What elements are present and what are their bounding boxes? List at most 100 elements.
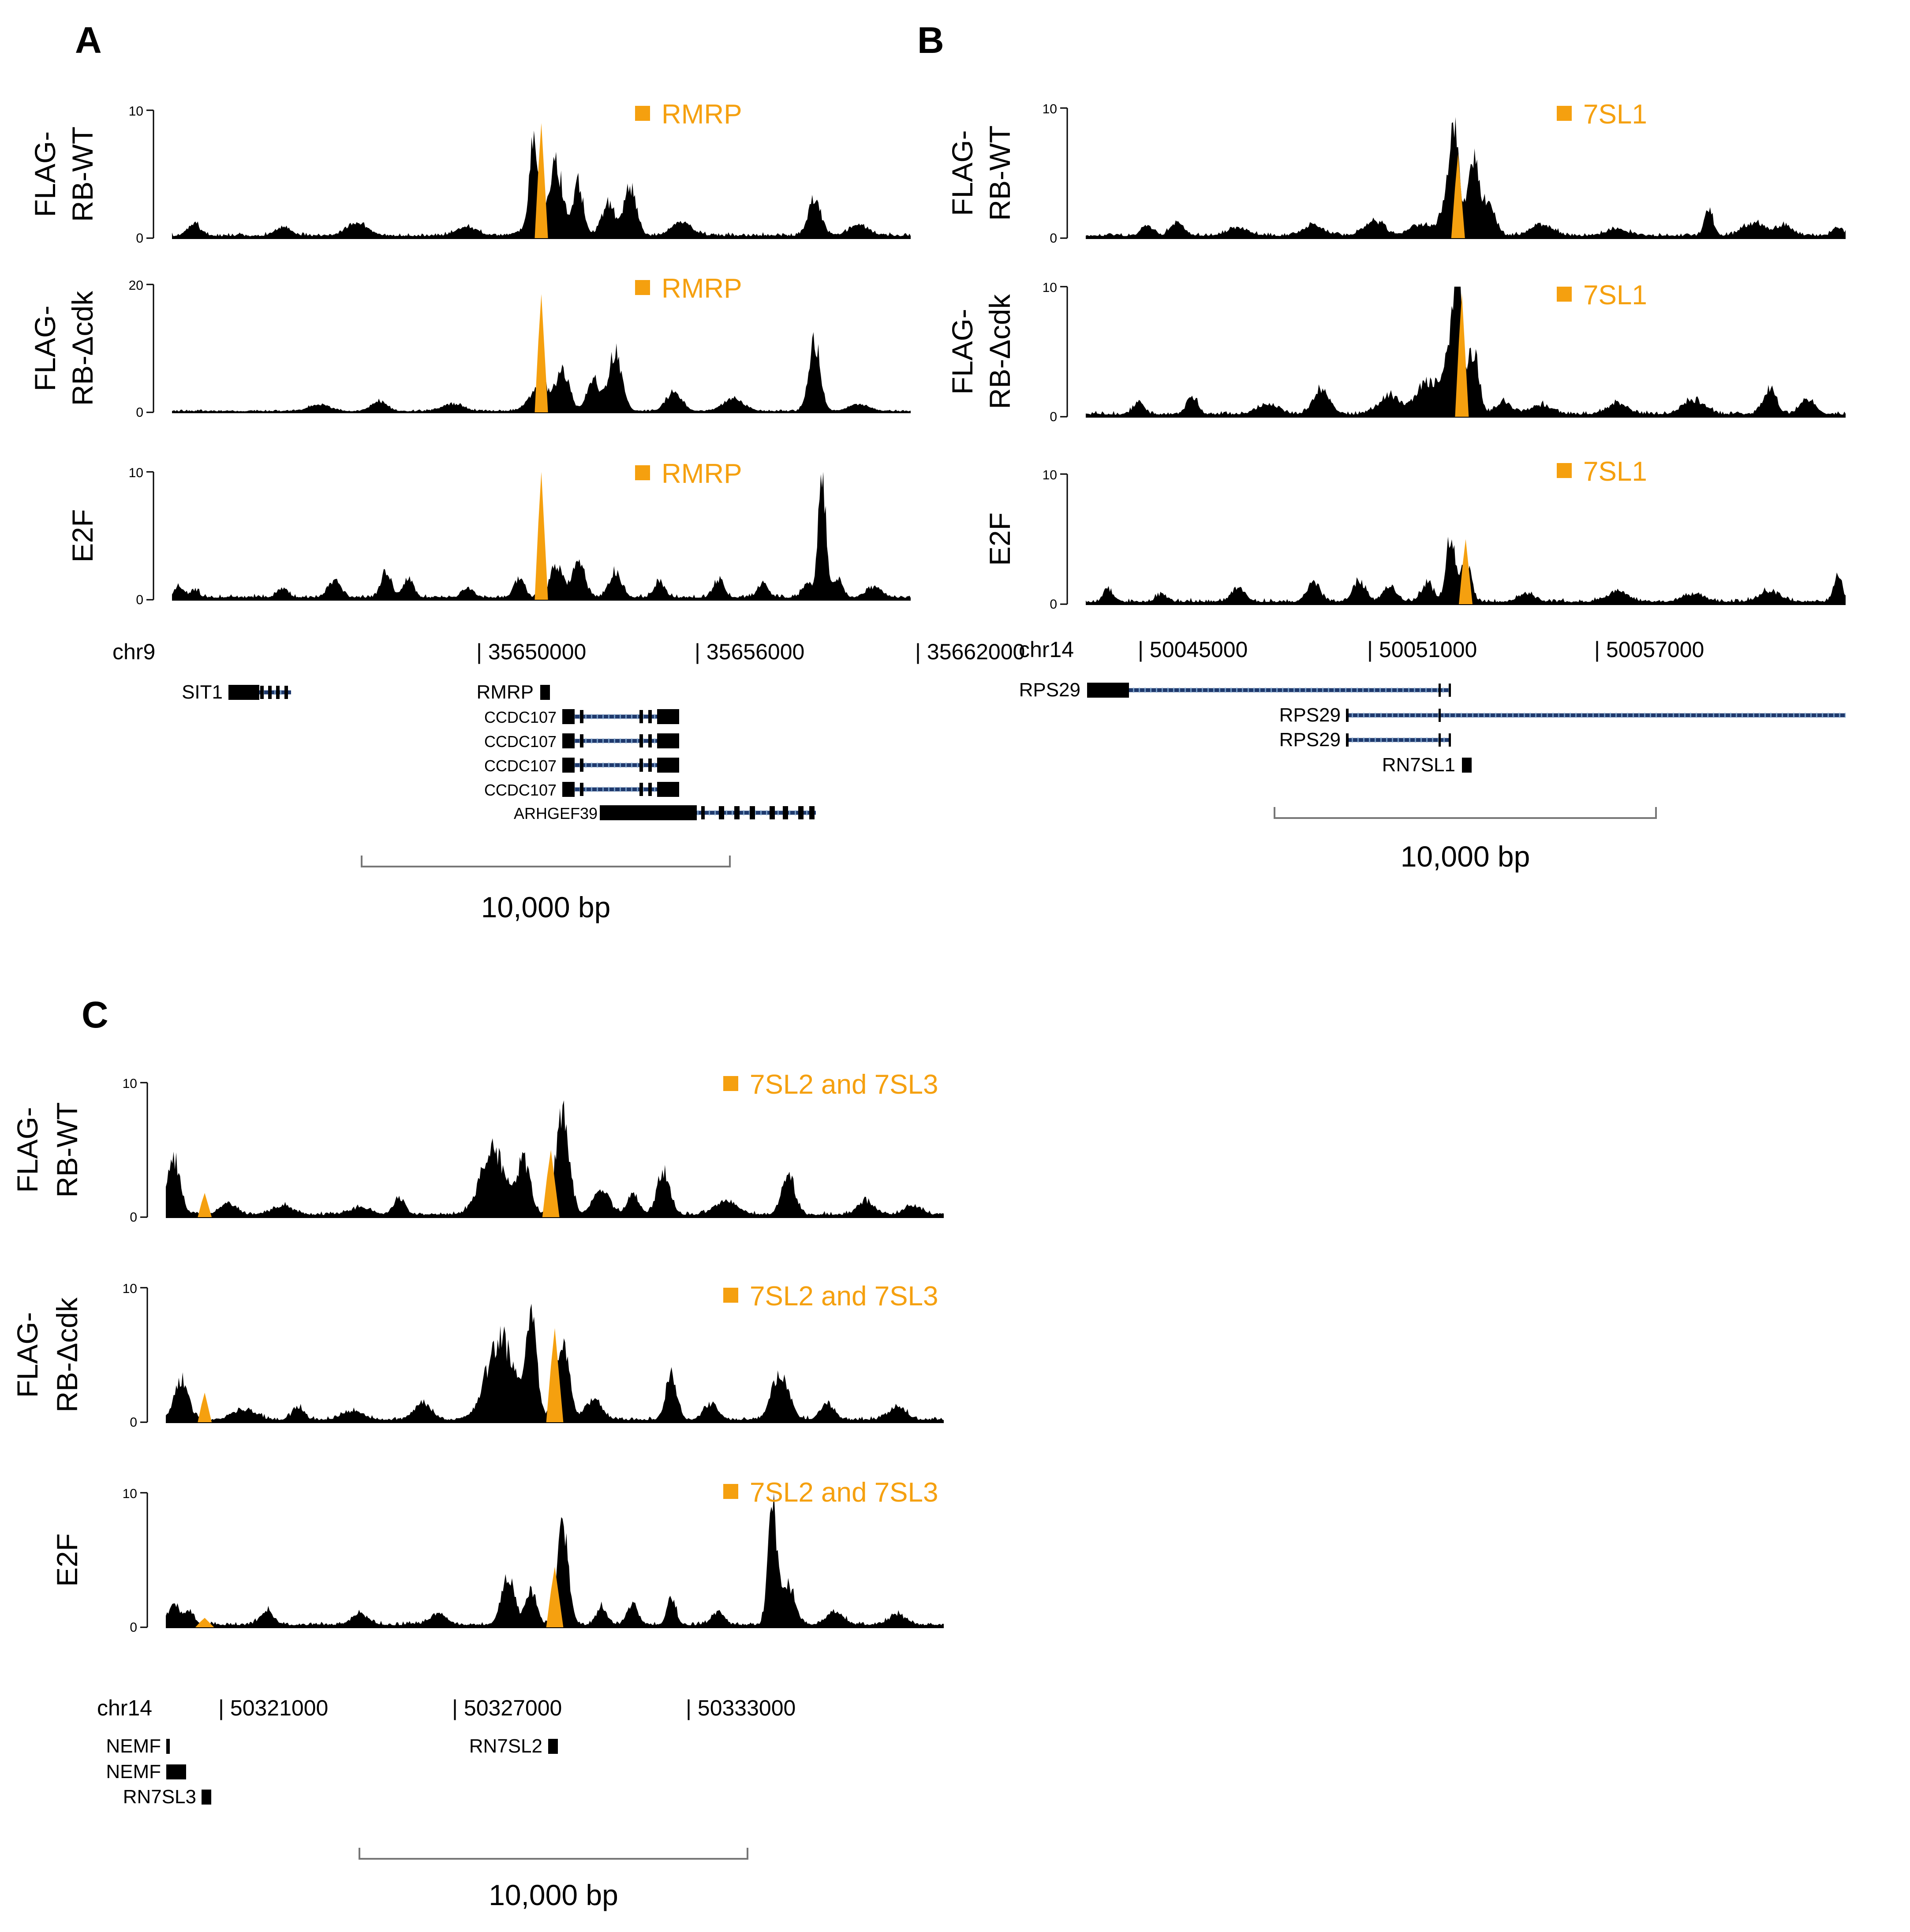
legend-swatch xyxy=(1557,463,1572,478)
exon xyxy=(639,710,643,723)
gene-label: RPS29 xyxy=(1279,704,1341,726)
y-max-label: 10 xyxy=(123,1487,137,1501)
gene-arhgef39: ARHGEF39 xyxy=(514,804,816,822)
exon xyxy=(770,806,775,819)
highlight-peak-1 xyxy=(1451,153,1465,238)
coordinate-label: | 35650000 xyxy=(476,639,586,664)
track-label-line2: RB-WT xyxy=(51,1102,83,1197)
y-min-label: 0 xyxy=(130,1415,137,1430)
gene-rps29: RPS29 xyxy=(1019,679,1451,701)
highlight-peak-2 xyxy=(198,1392,212,1422)
gene-label: NEMF xyxy=(106,1735,161,1757)
exon xyxy=(580,734,583,747)
exon xyxy=(228,685,259,700)
chromosome-label: chr14 xyxy=(97,1696,152,1720)
exon xyxy=(809,806,815,819)
gene-label: ARHGEF39 xyxy=(514,804,598,822)
gene-rmrp: RMRP xyxy=(476,681,550,703)
exon xyxy=(580,710,583,723)
highlight-peak-2 xyxy=(195,1618,214,1627)
gene-sit1: SIT1 xyxy=(182,681,291,703)
exon xyxy=(1346,733,1349,747)
coordinate-label: | 35662000 xyxy=(915,639,1025,664)
y-min-label: 0 xyxy=(130,1620,137,1635)
track-label-line1: FLAG- xyxy=(29,131,61,217)
y-max-label: 10 xyxy=(1043,280,1057,295)
legend-label: RMRP xyxy=(662,99,742,130)
y-max-label: 20 xyxy=(129,278,143,293)
exon xyxy=(1439,709,1441,722)
gene-label: RN7SL1 xyxy=(1382,754,1455,776)
track-label-line1: FLAG- xyxy=(11,1107,44,1192)
track-a-2: 20 0 FLAG- RB-Δcdk RMRP xyxy=(29,273,911,420)
exon xyxy=(548,1739,558,1754)
coordinate-label: | 50333000 xyxy=(686,1696,796,1720)
track-b-2: 10 0 FLAG- RB-Δcdk 7SL1 xyxy=(946,280,1846,424)
y-max-label: 10 xyxy=(1043,102,1057,116)
scale-bar: 10,000 bp xyxy=(1274,807,1657,873)
highlight-peak-1 xyxy=(535,123,548,238)
gene-nemf: NEMF xyxy=(106,1735,170,1757)
gene-rn7sl3: RN7SL3 xyxy=(123,1786,211,1808)
track-a-3: 10 0 E2F RMRP xyxy=(66,459,911,607)
y-min-label: 0 xyxy=(130,1210,137,1225)
exon xyxy=(284,686,288,699)
exon xyxy=(276,686,280,699)
highlight-peak-1 xyxy=(535,294,548,412)
track-a-1: 10 0 FLAG- RB-WT RMRP xyxy=(29,99,911,246)
track-label-line1: E2F xyxy=(51,1533,83,1587)
scale-bar-label: 10,000 bp xyxy=(489,1879,618,1911)
exon xyxy=(750,806,755,819)
exon xyxy=(562,782,575,797)
y-max-label: 10 xyxy=(123,1076,137,1091)
exon xyxy=(540,685,550,700)
gene-rps29: RPS29 xyxy=(1279,704,1846,726)
panel-label-c: C xyxy=(82,994,108,1035)
exon xyxy=(1439,733,1441,747)
y-min-label: 0 xyxy=(1050,231,1057,246)
y-min-label: 0 xyxy=(136,231,143,246)
track-label-line2: RB-Δcdk xyxy=(983,294,1016,409)
highlight-peak-1 xyxy=(546,1566,564,1627)
legend-label: RMRP xyxy=(662,273,742,304)
track-b-1: 10 0 FLAG- RB-WT 7SL1 xyxy=(946,99,1846,246)
gene-label: CCDC107 xyxy=(484,757,557,775)
coordinate-label: | 50321000 xyxy=(218,1696,328,1720)
exon xyxy=(268,686,272,699)
coordinate-label: | 50051000 xyxy=(1367,637,1477,662)
legend-swatch xyxy=(1557,287,1572,302)
gene-ccdc107: CCDC107 xyxy=(484,757,679,775)
scale-bar-line xyxy=(359,1848,748,1860)
y-min-label: 0 xyxy=(136,405,143,420)
y-max-label: 10 xyxy=(129,104,143,119)
track-b-3: 10 0 E2F 7SL1 xyxy=(983,456,1846,612)
exon xyxy=(1439,684,1441,697)
scale-bar: 10,000 bp xyxy=(361,856,731,923)
highlight-peak-1 xyxy=(1455,293,1469,417)
track-c-3: 10 0 E2F 7SL2 and 7SL3 xyxy=(51,1477,944,1635)
legend-label: 7SL2 and 7SL3 xyxy=(750,1069,938,1100)
gene-label: RN7SL3 xyxy=(123,1786,196,1808)
legend-label: 7SL2 and 7SL3 xyxy=(750,1477,938,1508)
exon xyxy=(639,734,643,747)
track-label-line1: E2F xyxy=(66,509,99,562)
gene-rps29: RPS29 xyxy=(1279,729,1451,751)
coordinate-row: chr14 | 50045000 | 50051000 | 50057000 xyxy=(1019,637,1704,662)
exon xyxy=(648,759,652,772)
gene-label: RPS29 xyxy=(1279,729,1341,751)
exon xyxy=(783,806,788,819)
scale-bar: 10,000 bp xyxy=(359,1848,748,1911)
track-label-line2: RB-Δcdk xyxy=(51,1297,83,1412)
legend-swatch xyxy=(723,1076,738,1091)
gene-label: CCDC107 xyxy=(484,781,557,799)
exon xyxy=(648,710,652,723)
y-max-label: 10 xyxy=(123,1282,137,1296)
panel-label-b: B xyxy=(917,19,944,61)
exon xyxy=(657,758,679,773)
y-min-label: 0 xyxy=(1050,597,1057,612)
coordinate-label: | 50327000 xyxy=(452,1696,562,1720)
exon xyxy=(648,734,652,747)
